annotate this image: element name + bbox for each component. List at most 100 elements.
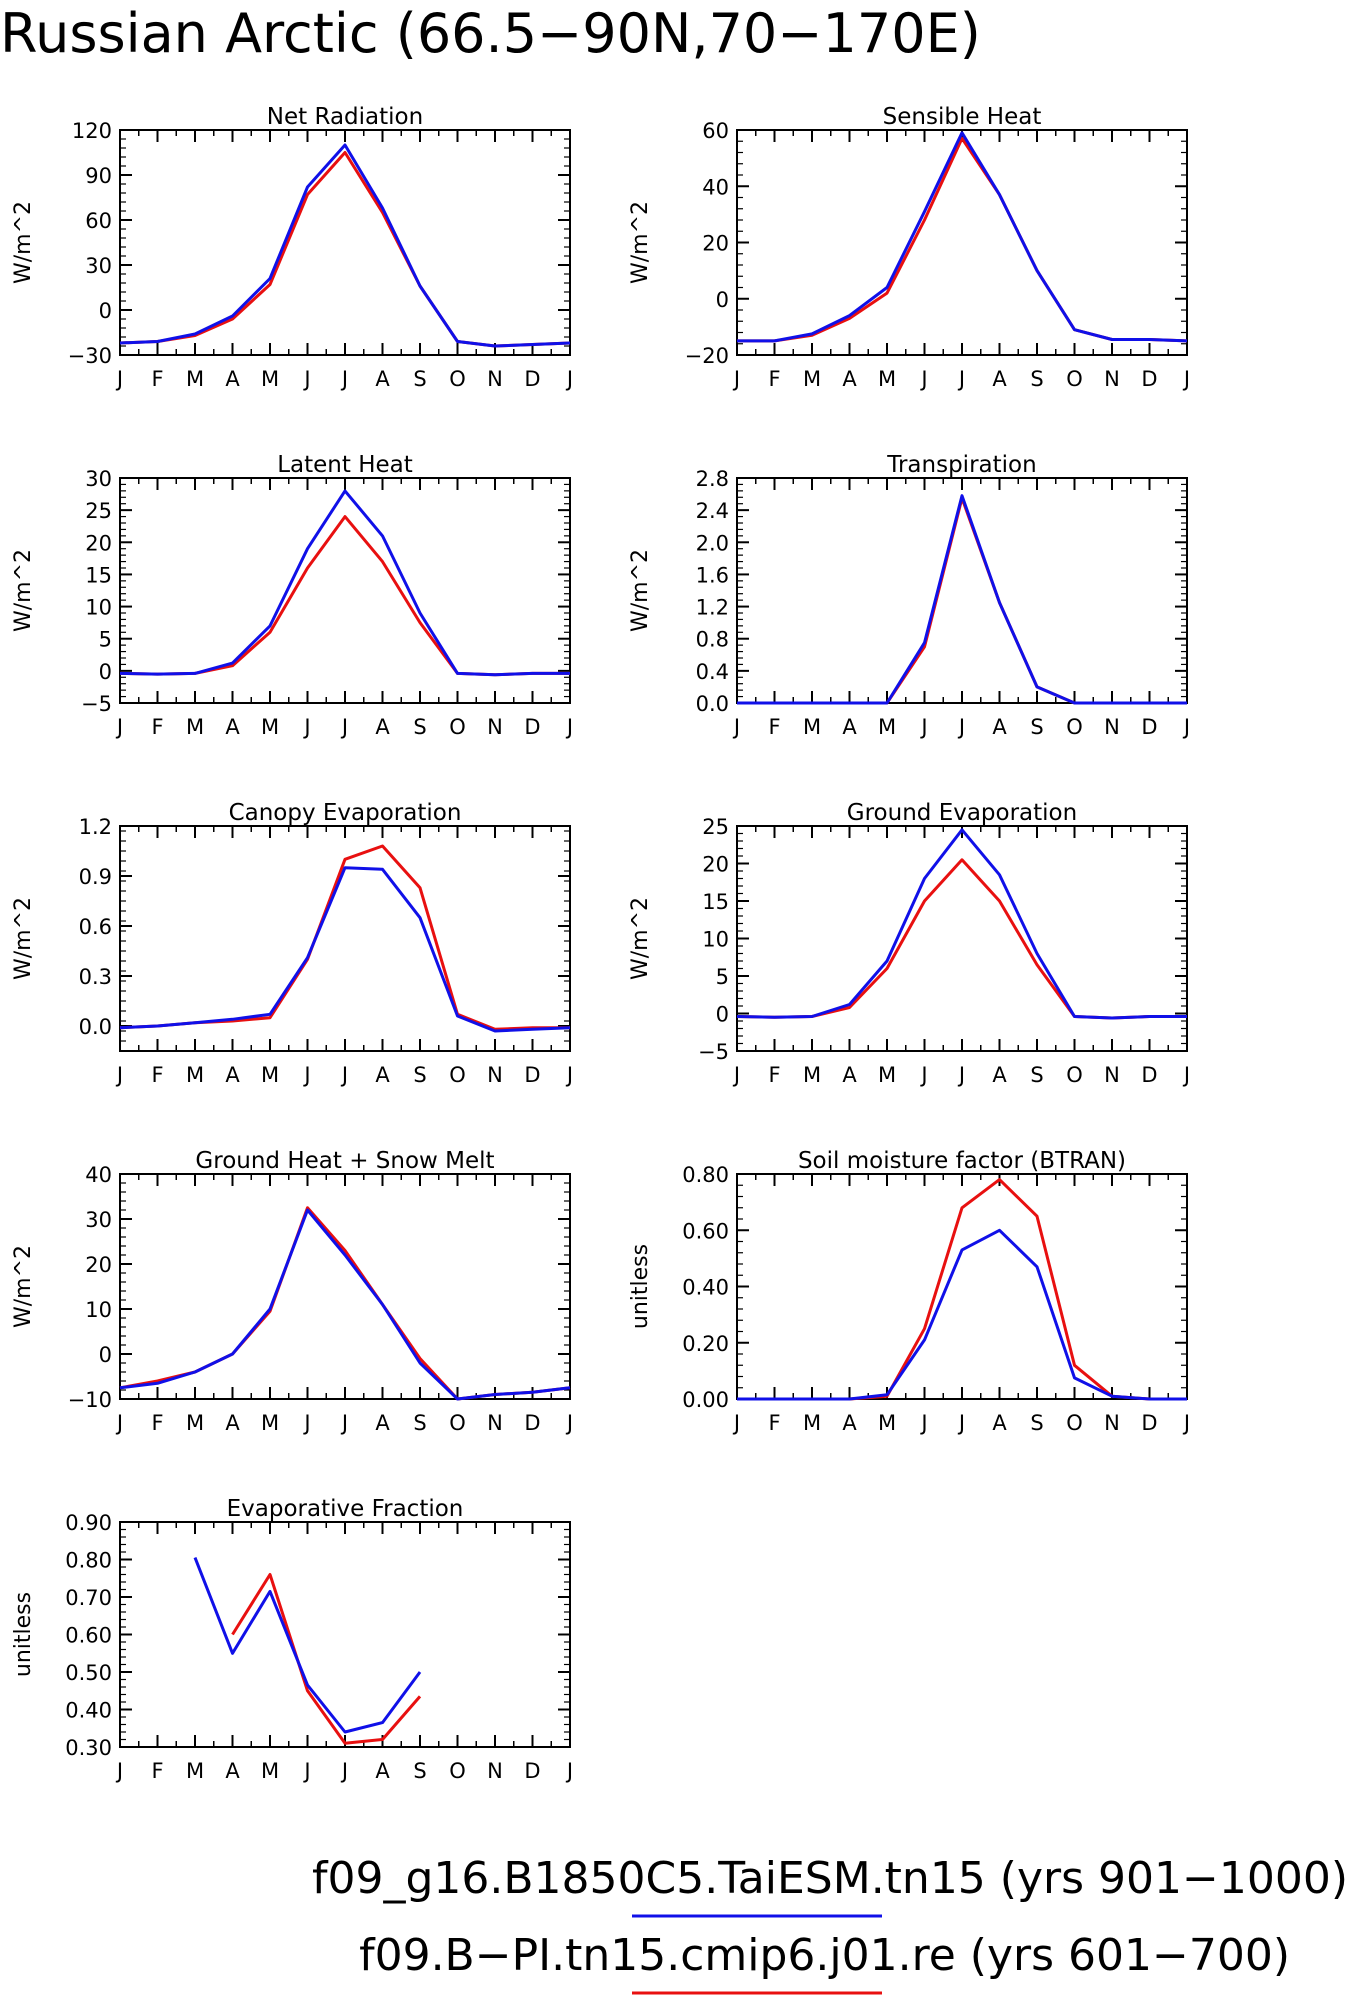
x-tick-label: F <box>151 715 163 739</box>
x-tick-label: D <box>524 367 540 391</box>
x-tick-label: A <box>375 715 390 739</box>
x-tick-label: N <box>487 367 503 391</box>
y-axis-label: unitless <box>628 1244 653 1329</box>
x-tick-label: M <box>261 715 279 739</box>
x-tick-label: J <box>565 1063 573 1087</box>
y-tick-label: 0.0 <box>696 692 729 716</box>
series-line-blue <box>737 494 1187 705</box>
x-tick-label: S <box>413 367 426 391</box>
x-tick-label: F <box>151 1063 163 1087</box>
x-tick-label: M <box>186 715 204 739</box>
x-tick-label: J <box>302 715 310 739</box>
x-tick-label: J <box>919 1411 927 1435</box>
x-tick-label: J <box>340 1063 348 1087</box>
x-tick-label: M <box>261 367 279 391</box>
x-tick-label: J <box>115 715 123 739</box>
panel-title: Ground Evaporation <box>847 800 1077 826</box>
y-axis-label: W/m^2 <box>11 201 36 284</box>
y-tick-label: 0 <box>716 288 729 312</box>
x-tick-label: M <box>186 1411 204 1435</box>
y-tick-label: 60 <box>85 209 112 233</box>
series-line-red <box>737 496 1187 705</box>
x-tick-label: J <box>919 367 927 391</box>
x-tick-label: S <box>413 1063 426 1087</box>
x-tick-label: J <box>302 1063 310 1087</box>
y-tick-label: 0 <box>99 299 112 323</box>
y-tick-label: −5 <box>698 1040 729 1064</box>
x-tick-label: A <box>375 1411 390 1435</box>
y-tick-label: 1.2 <box>79 815 112 839</box>
x-tick-label: A <box>225 367 240 391</box>
y-axis-label: W/m^2 <box>11 897 36 980</box>
x-tick-label: N <box>1104 715 1120 739</box>
x-tick-label: A <box>375 367 390 391</box>
x-tick-label: M <box>186 367 204 391</box>
x-tick-label: M <box>186 1759 204 1783</box>
x-tick-label: F <box>768 1411 780 1435</box>
y-tick-label: 90 <box>85 164 112 188</box>
y-axis-label: W/m^2 <box>628 201 653 284</box>
x-tick-label: J <box>115 367 123 391</box>
x-tick-label: A <box>225 715 240 739</box>
x-tick-label: J <box>732 1063 740 1087</box>
x-tick-label: F <box>151 1759 163 1783</box>
y-tick-label: 0 <box>99 1343 112 1367</box>
x-tick-label: J <box>565 367 573 391</box>
y-tick-label: 20 <box>85 531 112 555</box>
y-tick-label: 2.8 <box>696 467 729 491</box>
y-tick-label: 40 <box>85 1163 112 1187</box>
x-tick-label: O <box>449 1411 466 1435</box>
y-tick-label: 25 <box>702 815 729 839</box>
x-tick-label: O <box>449 715 466 739</box>
x-tick-label: D <box>524 715 540 739</box>
x-tick-label: D <box>1141 1411 1157 1435</box>
y-tick-label: −20 <box>685 344 729 368</box>
x-tick-label: J <box>115 1759 123 1783</box>
plot-frame <box>119 477 571 704</box>
y-tick-label: 0 <box>716 1003 729 1027</box>
figure-title: Russian Arctic (66.5−90N,70−170E) <box>0 2 981 65</box>
y-tick-label: 0.00 <box>682 1388 729 1412</box>
plot-frame <box>119 1173 571 1400</box>
y-tick-label: 0.70 <box>65 1586 112 1610</box>
x-tick-label: N <box>1104 1411 1120 1435</box>
y-tick-label: 1.6 <box>696 563 729 587</box>
legend-label-cmip6: f09.B−PI.tn15.cmip6.j01.re (yrs 601−700) <box>359 1930 1290 1981</box>
y-tick-label: 40 <box>702 175 729 199</box>
y-tick-label: 0.40 <box>65 1699 112 1723</box>
y-tick-label: 0.60 <box>65 1624 112 1648</box>
x-tick-label: D <box>524 1063 540 1087</box>
x-tick-label: A <box>842 1063 857 1087</box>
panel-title: Latent Heat <box>277 452 413 478</box>
panel-title: Evaporative Fraction <box>227 1496 464 1522</box>
y-tick-label: 0.9 <box>79 865 112 889</box>
y-axis-label: W/m^2 <box>11 1245 36 1328</box>
y-tick-label: 20 <box>702 853 729 877</box>
panel-title: Net Radiation <box>267 104 423 130</box>
x-tick-label: D <box>524 1759 540 1783</box>
series-line-red <box>119 151 571 348</box>
x-tick-label: F <box>151 1411 163 1435</box>
y-tick-label: 120 <box>72 119 112 143</box>
x-tick-label: J <box>1182 367 1190 391</box>
x-tick-label: O <box>1066 715 1083 739</box>
series-line-red <box>737 1178 1187 1401</box>
x-tick-label: J <box>565 715 573 739</box>
x-tick-label: O <box>449 1063 466 1087</box>
series-line-blue <box>193 1557 422 1734</box>
x-tick-label: J <box>1182 715 1190 739</box>
x-tick-label: M <box>261 1063 279 1087</box>
plot-frame <box>736 129 1188 356</box>
x-tick-label: S <box>413 1411 426 1435</box>
x-tick-label: J <box>919 1063 927 1087</box>
x-tick-label: M <box>878 1063 896 1087</box>
y-tick-label: 0 <box>99 660 112 684</box>
series-line-blue <box>737 131 1188 343</box>
x-tick-label: J <box>1182 1063 1190 1087</box>
x-tick-label: O <box>1066 1411 1083 1435</box>
y-tick-label: 15 <box>702 890 729 914</box>
